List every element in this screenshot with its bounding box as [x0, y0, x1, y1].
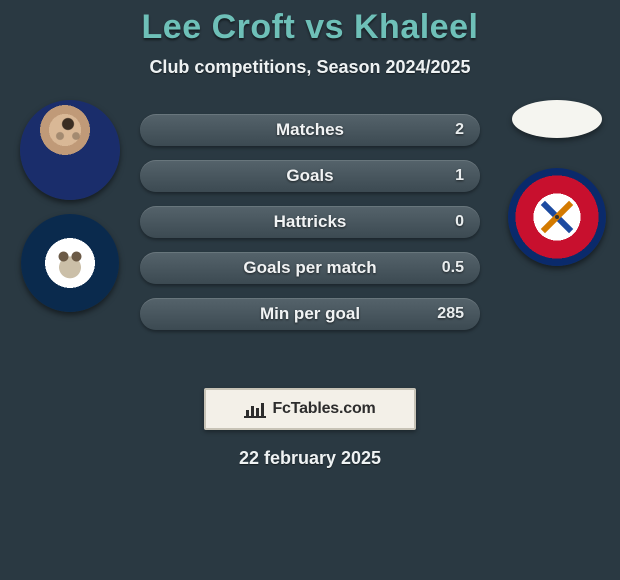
left-column — [10, 100, 130, 312]
player-b-name: Khaleel — [354, 8, 478, 46]
brand-badge[interactable]: FcTables.com — [204, 388, 416, 430]
stat-right-value: 1 — [455, 167, 464, 185]
bar-chart-icon — [244, 400, 266, 418]
player-b-photo — [512, 100, 602, 138]
footer-date: 22 february 2025 — [0, 448, 620, 469]
stat-label: Hattricks — [274, 212, 347, 232]
stat-label: Goals per match — [243, 258, 376, 278]
right-column — [502, 100, 612, 266]
stat-bar-goals: Goals 1 — [140, 160, 480, 192]
comparison-title: Lee Croft vs Khaleel — [0, 0, 620, 47]
player-a-photo — [20, 100, 120, 200]
player-a-club-badge — [21, 214, 119, 312]
stat-right-value: 285 — [437, 305, 464, 323]
player-a-name: Lee Croft — [142, 8, 296, 46]
stat-label: Min per goal — [260, 304, 360, 324]
stat-bar-hattricks: Hattricks 0 — [140, 206, 480, 238]
stat-bars: Matches 2 Goals 1 Hattricks 0 Goals per … — [140, 114, 480, 330]
stat-right-value: 0 — [455, 213, 464, 231]
player-b-club-badge — [508, 168, 606, 266]
stat-label: Goals — [286, 166, 333, 186]
comparison-body: Matches 2 Goals 1 Hattricks 0 Goals per … — [0, 100, 620, 360]
stat-label: Matches — [276, 120, 344, 140]
stat-right-value: 2 — [455, 121, 464, 139]
stat-bar-goals-per-match: Goals per match 0.5 — [140, 252, 480, 284]
brand-text: FcTables.com — [272, 400, 375, 418]
stat-bar-min-per-goal: Min per goal 285 — [140, 298, 480, 330]
season-subtitle: Club competitions, Season 2024/2025 — [0, 57, 620, 78]
stat-bar-matches: Matches 2 — [140, 114, 480, 146]
stat-right-value: 0.5 — [442, 259, 464, 277]
vs-label: vs — [305, 8, 344, 46]
